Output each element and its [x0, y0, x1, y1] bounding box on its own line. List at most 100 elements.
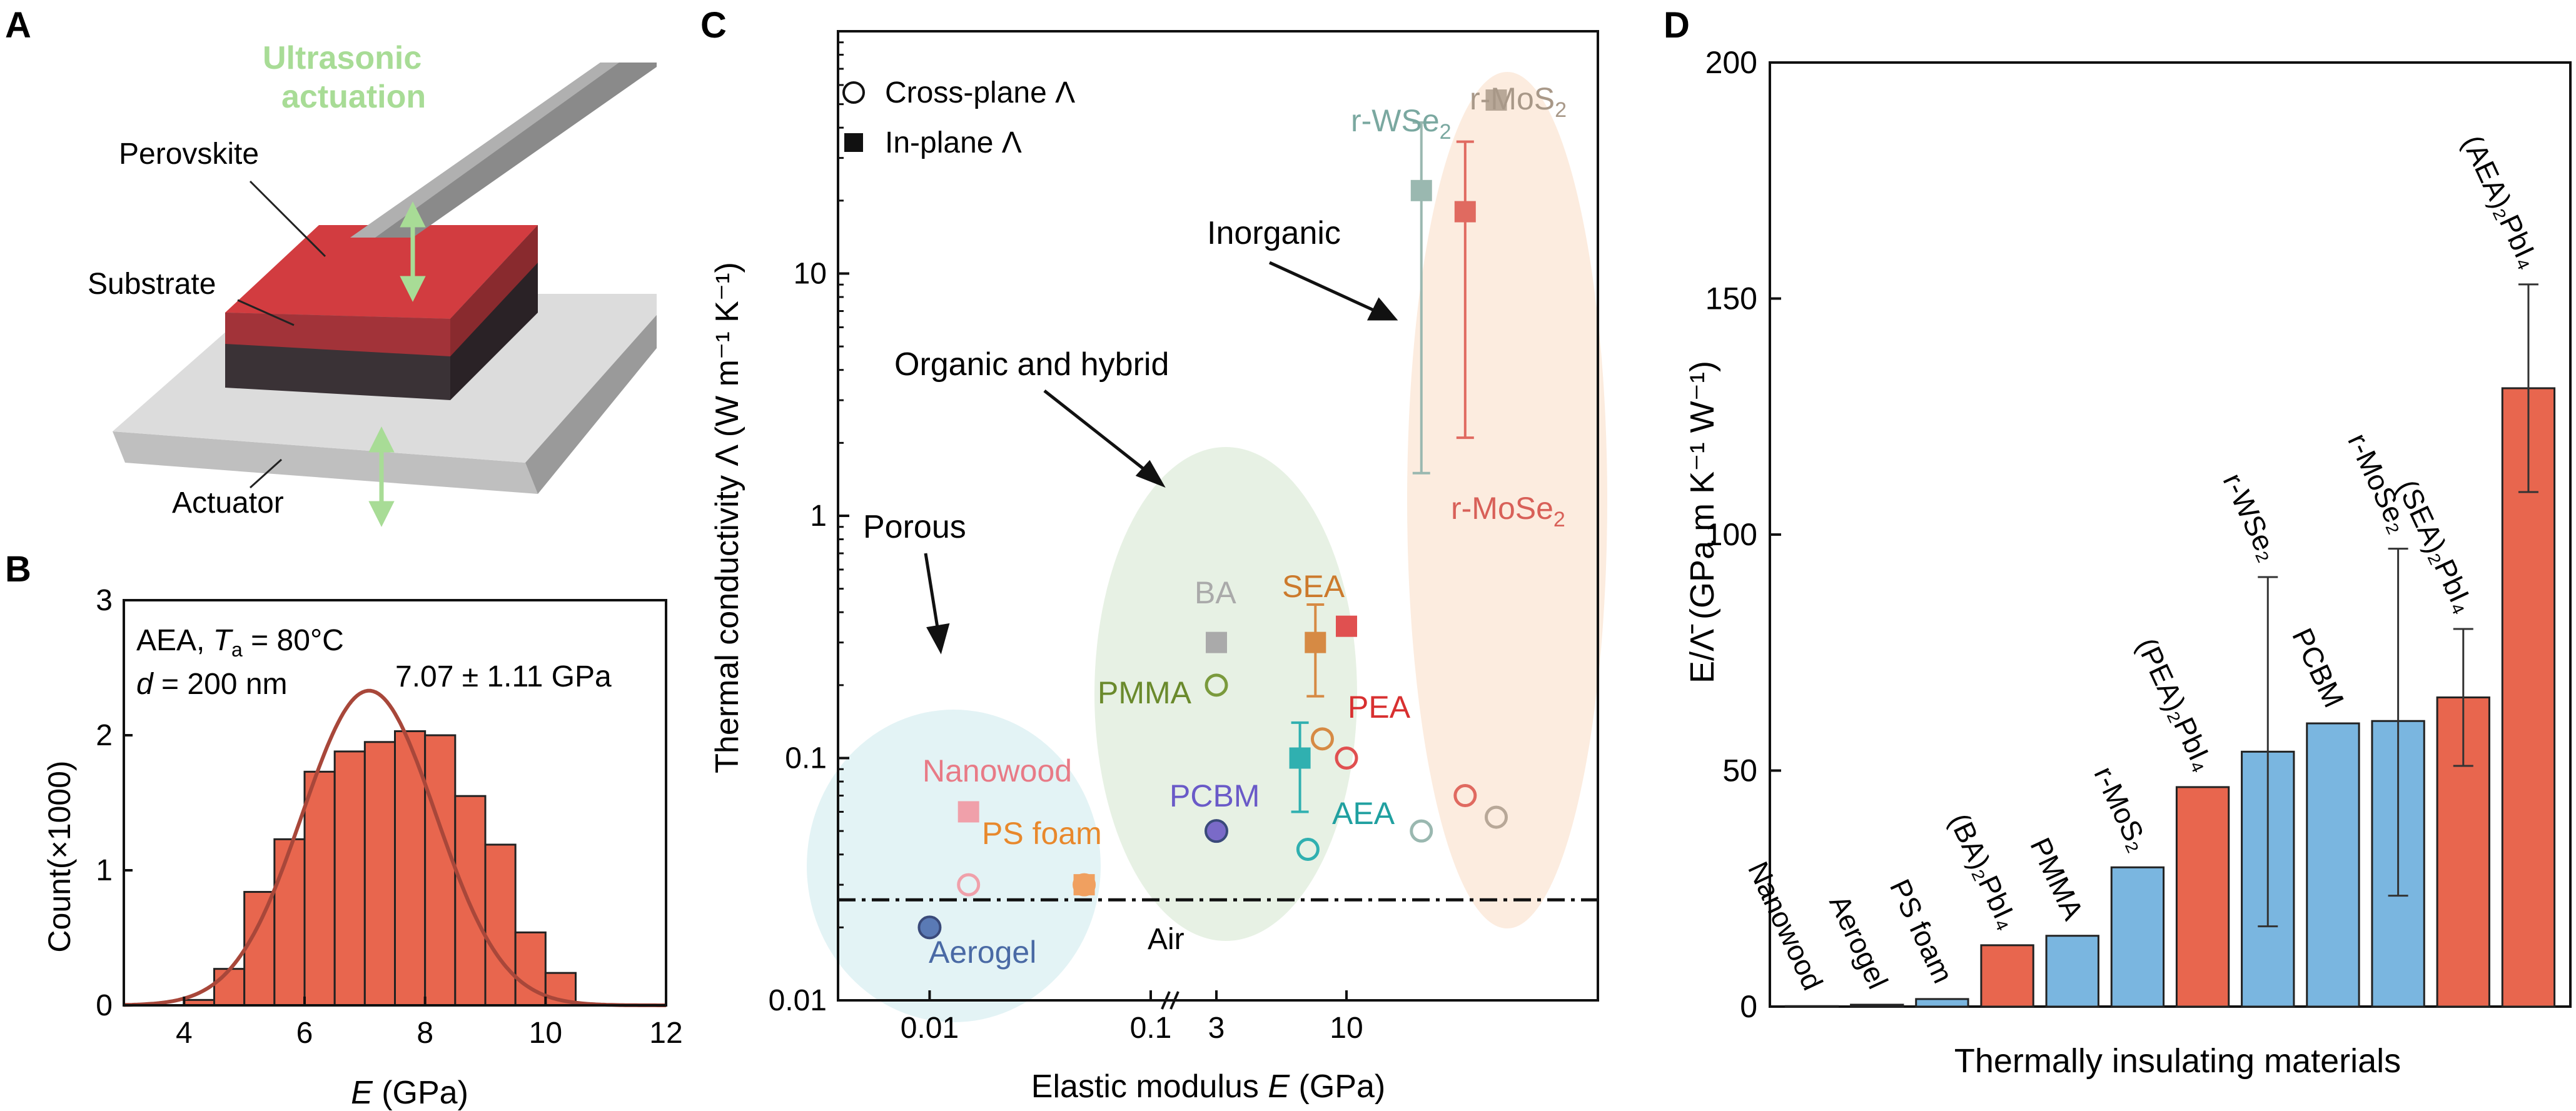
- c-point-label: Aerogel: [929, 935, 1036, 970]
- panel-a-letter: A: [5, 5, 31, 46]
- c-in-plane-marker: [1454, 201, 1476, 223]
- region-porous: [807, 710, 1101, 1022]
- c-cross-plane-marker: [1310, 727, 1334, 751]
- b-y-tick-label: 3: [96, 584, 113, 617]
- panel-c: C 0.01 0.1 1 10 0.01 0.1 3 10 Porous Organic an…: [700, 5, 1607, 1105]
- d-category-label: (SEA)₂PbI₄: [2391, 475, 2481, 618]
- c-point-label: BA: [1195, 575, 1236, 610]
- c-in-plane-marker: [957, 801, 979, 823]
- arrow-organic: [1043, 390, 1166, 488]
- d-category-label: PMMA: [2024, 833, 2090, 925]
- c-point-label: r-MoS2: [1470, 81, 1567, 122]
- c-axis-break-mark: [1161, 991, 1171, 1010]
- c-xlabel: Elastic modulus E (GPa): [1031, 1068, 1385, 1105]
- c-cross-plane-marker: [1484, 805, 1508, 829]
- d-bar: [2175, 786, 2230, 1008]
- label-actuator: Actuator: [172, 486, 284, 520]
- c-in-plane-marker: [1289, 747, 1311, 769]
- b-ylabel: Count(×1000): [42, 760, 77, 952]
- d-category-label: Nanowood: [1742, 857, 1829, 995]
- c-in-plane-marker: [1305, 631, 1326, 653]
- b-x-tick-label: 12: [649, 1017, 682, 1050]
- c-in-plane-marker: [1410, 179, 1432, 201]
- c-point-label: SEA: [1282, 569, 1345, 604]
- c-legend: Cross-plane Λ In-plane Λ: [842, 76, 1075, 159]
- d-category-label: r-WSe₂: [2217, 468, 2286, 566]
- c-axis-break-mark: [1169, 991, 1179, 1010]
- d-bar: [1784, 1005, 1839, 1008]
- b-x-tick-label: 6: [296, 1017, 313, 1050]
- d-y-tick-label: 200: [1705, 45, 1757, 80]
- b-x-tick-label: 10: [529, 1017, 562, 1050]
- c-cross-plane-marker: [1296, 837, 1320, 861]
- d-bar: [2110, 866, 2165, 1008]
- d-y-tick-label: 150: [1705, 281, 1757, 316]
- d-xlabel: Thermally insulating materials: [1954, 1042, 2401, 1080]
- perovskite-block: [225, 225, 538, 400]
- d-y-tick-label: 50: [1722, 753, 1757, 788]
- c-cross-plane-marker: [957, 873, 981, 897]
- arrow-porous: [924, 553, 950, 655]
- d-bar: [2045, 935, 2099, 1008]
- c-point-label: r-WSe2: [1351, 103, 1452, 144]
- histogram-bar: [484, 843, 517, 1007]
- histogram-bar: [424, 734, 457, 1007]
- panel-c-letter: C: [700, 5, 727, 46]
- d-ylabel: E/Λ̄ (GPa m K⁻¹ W⁻¹): [1684, 361, 1721, 683]
- histogram-bar: [243, 891, 276, 1007]
- d-bar: [1980, 944, 2034, 1008]
- region-organic: [1094, 447, 1357, 941]
- d-category-label: Aerogel: [1823, 890, 1894, 994]
- c-cross-plane-marker: [1073, 873, 1096, 897]
- region-inorganic: [1407, 72, 1607, 928]
- legend-in-marker: [844, 133, 863, 152]
- c-x-tick-label: 3: [1208, 1012, 1225, 1045]
- label-porous: Porous: [863, 509, 966, 545]
- d-category-label: (BA)₂PbI₄: [1943, 808, 2025, 934]
- c-point-label: PS foam: [982, 816, 1102, 851]
- c-point-label: Nanowood: [922, 753, 1072, 788]
- b-fit-annotation: 7.07 ± 1.11 GPa: [395, 660, 612, 693]
- d-category-label: r-MoS₂: [2088, 762, 2155, 857]
- label-substrate: Substrate: [88, 268, 216, 301]
- c-cross-plane-marker: [1410, 819, 1433, 843]
- b-y-tick-label: 0: [96, 989, 113, 1022]
- c-in-plane-marker: [1336, 615, 1357, 637]
- actuation-arrow-top: [400, 201, 426, 302]
- legend-cross-marker: [842, 81, 865, 104]
- d-y-tick-label: 0: [1740, 989, 1757, 1024]
- histogram-bar: [303, 770, 336, 1007]
- histogram-bar: [213, 968, 246, 1007]
- histogram-bar: [363, 741, 396, 1007]
- c-point-label: PEA: [1348, 690, 1411, 725]
- b-annotation-line2: d = 200 nm: [136, 668, 288, 701]
- c-point-label: r-MoSe2: [1451, 491, 1565, 531]
- b-y-tick-label: 1: [96, 854, 113, 887]
- b-y-tick-label: 2: [96, 719, 113, 752]
- d-category-label: (PEA)₂PbI₄: [2131, 633, 2221, 776]
- histogram-bar: [333, 750, 366, 1007]
- d-bar: [1915, 998, 1969, 1008]
- c-x-tick-label: 0.1: [1130, 1012, 1172, 1045]
- label-actuation: actuation: [281, 79, 426, 115]
- d-y-tick-label: 100: [1705, 517, 1757, 552]
- c-point-label: PCBM: [1169, 778, 1260, 813]
- air-label: Air: [1148, 923, 1184, 956]
- c-y-tick-label: 0.01: [769, 984, 827, 1017]
- b-annotation-line1: AEA, Ta = 80°C: [136, 624, 344, 661]
- d-category-label: (AEA)₂PbI₄: [2456, 130, 2546, 273]
- c-cross-plane-marker: [1453, 784, 1477, 808]
- label-organic: Organic and hybrid: [894, 346, 1169, 383]
- c-cross-plane-marker: [1205, 673, 1228, 697]
- c-point-label: PMMA: [1098, 675, 1192, 710]
- label-perovskite: Perovskite: [119, 138, 259, 171]
- b-xlabel: E (GPa): [351, 1075, 468, 1111]
- c-x-tick-label: 0.01: [901, 1012, 959, 1045]
- arrow-inorganic: [1268, 261, 1398, 321]
- legend-cross-label: Cross-plane Λ: [885, 76, 1075, 109]
- panel-d-letter: D: [1664, 5, 1690, 46]
- c-in-plane-marker: [1485, 89, 1507, 111]
- histogram-bar: [273, 838, 306, 1007]
